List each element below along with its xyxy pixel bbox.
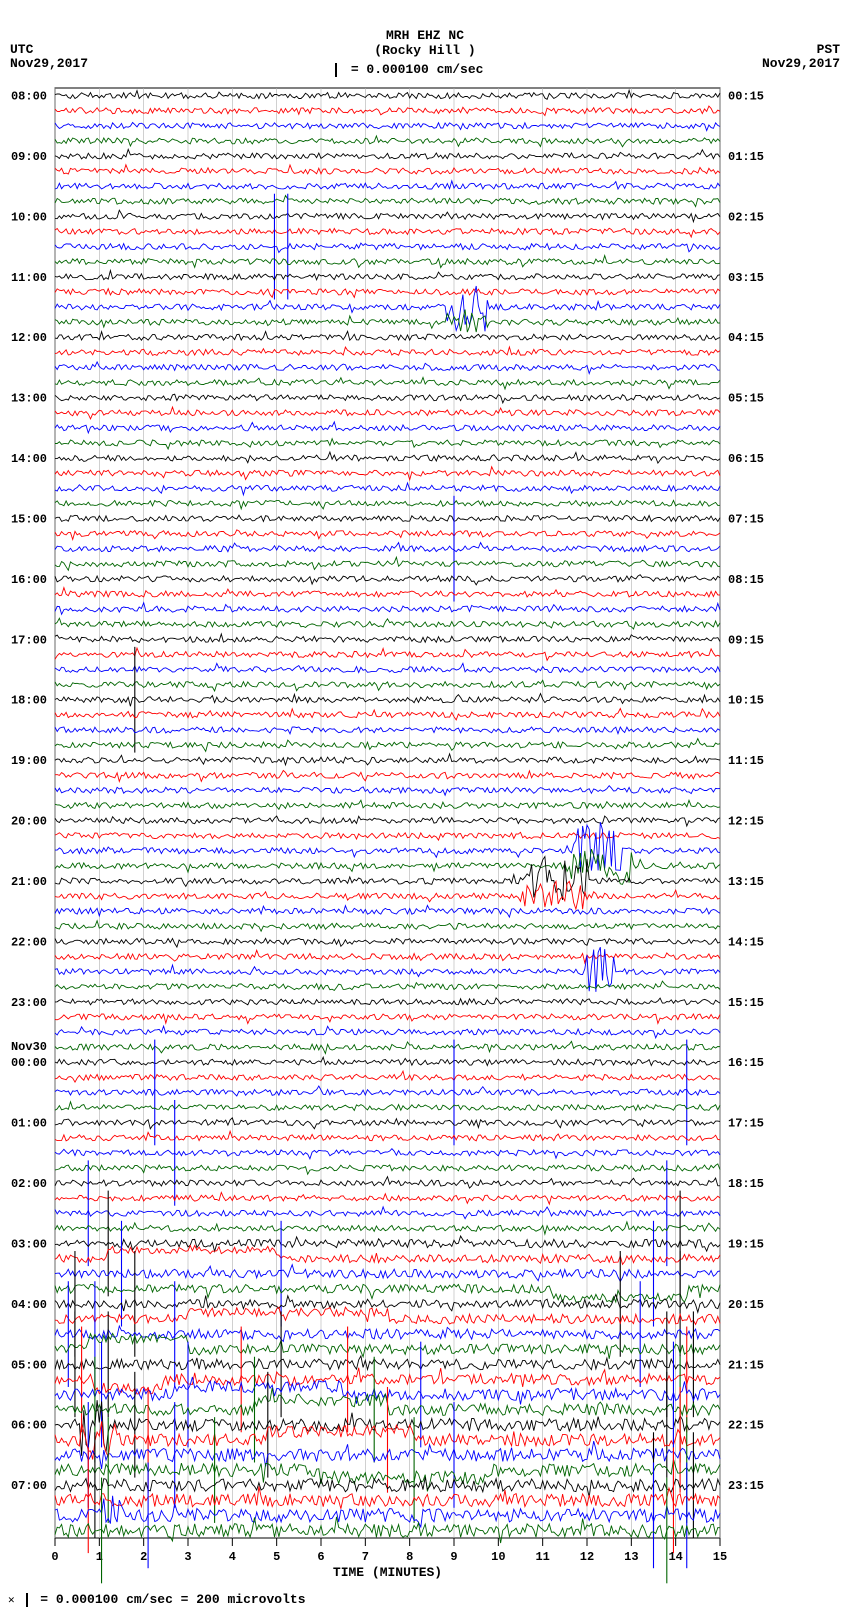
- svg-text:8: 8: [406, 1550, 413, 1564]
- svg-text:02:00: 02:00: [11, 1177, 47, 1191]
- svg-text:11: 11: [535, 1550, 549, 1564]
- svg-text:21:00: 21:00: [11, 875, 47, 889]
- svg-text:04:00: 04:00: [11, 1298, 47, 1312]
- svg-text:11:15: 11:15: [728, 754, 764, 768]
- station-title-1: MRH EHZ NC: [386, 28, 464, 43]
- svg-text:15:15: 15:15: [728, 996, 764, 1010]
- svg-text:12: 12: [580, 1550, 594, 1564]
- svg-text:12:00: 12:00: [11, 331, 47, 345]
- svg-text:6: 6: [317, 1550, 324, 1564]
- svg-text:0: 0: [51, 1550, 58, 1564]
- svg-text:08:15: 08:15: [728, 573, 764, 587]
- svg-text:03:15: 03:15: [728, 271, 764, 285]
- svg-text:07:15: 07:15: [728, 512, 764, 526]
- svg-text:06:00: 06:00: [11, 1419, 47, 1433]
- svg-text:23:00: 23:00: [11, 996, 47, 1010]
- svg-text:18:00: 18:00: [11, 694, 47, 708]
- svg-text:9: 9: [450, 1550, 457, 1564]
- svg-text:Nov30: Nov30: [11, 1040, 47, 1054]
- svg-text:22:15: 22:15: [728, 1419, 764, 1433]
- svg-text:01:15: 01:15: [728, 150, 764, 164]
- svg-text:00:00: 00:00: [11, 1056, 47, 1070]
- right-date: Nov29,2017: [762, 56, 840, 71]
- svg-text:4: 4: [229, 1550, 236, 1564]
- svg-text:21:15: 21:15: [728, 1358, 764, 1372]
- svg-text:09:15: 09:15: [728, 633, 764, 647]
- svg-text:18:15: 18:15: [728, 1177, 764, 1191]
- svg-text:17:15: 17:15: [728, 1117, 764, 1131]
- svg-text:06:15: 06:15: [728, 452, 764, 466]
- helicorder-plot: 0123456789101112131415TIME (MINUTES)08:0…: [0, 80, 805, 1610]
- svg-text:22:00: 22:00: [11, 935, 47, 949]
- svg-text:16:00: 16:00: [11, 573, 47, 587]
- svg-text:08:00: 08:00: [11, 90, 47, 104]
- svg-text:11:00: 11:00: [11, 271, 47, 285]
- svg-text:3: 3: [184, 1550, 191, 1564]
- svg-text:09:00: 09:00: [11, 150, 47, 164]
- svg-text:5: 5: [273, 1550, 280, 1564]
- svg-text:05:15: 05:15: [728, 392, 764, 406]
- svg-text:00:15: 00:15: [728, 90, 764, 104]
- svg-text:04:15: 04:15: [728, 331, 764, 345]
- left-date: Nov29,2017: [10, 56, 88, 71]
- svg-text:07:00: 07:00: [11, 1479, 47, 1493]
- svg-text:05:00: 05:00: [11, 1358, 47, 1372]
- svg-text:14:15: 14:15: [728, 935, 764, 949]
- svg-text:14:00: 14:00: [11, 452, 47, 466]
- svg-text:03:00: 03:00: [11, 1237, 47, 1251]
- left-tz: UTC: [10, 42, 33, 57]
- svg-text:19:00: 19:00: [11, 754, 47, 768]
- svg-text:10:00: 10:00: [11, 210, 47, 224]
- svg-text:20:15: 20:15: [728, 1298, 764, 1312]
- svg-text:01:00: 01:00: [11, 1117, 47, 1131]
- svg-text:TIME (MINUTES): TIME (MINUTES): [333, 1565, 442, 1580]
- svg-text:12:15: 12:15: [728, 815, 764, 829]
- svg-text:13:15: 13:15: [728, 875, 764, 889]
- svg-text:19:15: 19:15: [728, 1237, 764, 1251]
- right-tz: PST: [817, 42, 840, 57]
- svg-text:15:00: 15:00: [11, 512, 47, 526]
- seismogram-stage: MRH EHZ NC (Rocky Hill ) = 0.000100 cm/s…: [0, 0, 850, 1613]
- scale-text: = 0.000100 cm/sec: [351, 62, 484, 77]
- svg-text:14: 14: [668, 1550, 682, 1564]
- scale-mark: = 0.000100 cm/sec: [335, 62, 483, 77]
- svg-text:16:15: 16:15: [728, 1056, 764, 1070]
- svg-text:13: 13: [624, 1550, 638, 1564]
- station-title-2: (Rocky Hill ): [374, 43, 475, 58]
- svg-text:2: 2: [140, 1550, 147, 1564]
- svg-text:02:15: 02:15: [728, 210, 764, 224]
- svg-text:10: 10: [491, 1550, 505, 1564]
- svg-text:7: 7: [362, 1550, 369, 1564]
- svg-text:23:15: 23:15: [728, 1479, 764, 1493]
- svg-text:10:15: 10:15: [728, 694, 764, 708]
- svg-text:15: 15: [713, 1550, 727, 1564]
- svg-text:20:00: 20:00: [11, 815, 47, 829]
- footer: ✕ = 0.000100 cm/sec = 200 microvolts: [8, 1592, 306, 1607]
- svg-text:13:00: 13:00: [11, 392, 47, 406]
- svg-text:17:00: 17:00: [11, 633, 47, 647]
